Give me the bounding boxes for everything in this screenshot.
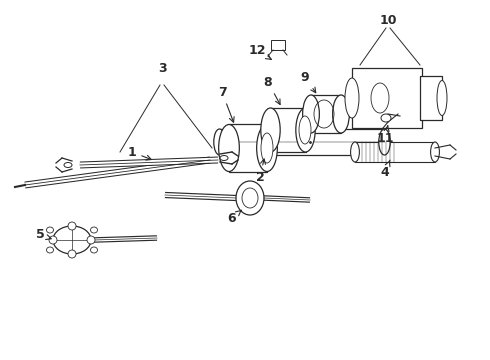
Ellipse shape xyxy=(345,78,359,118)
Text: 2: 2 xyxy=(256,159,266,184)
Ellipse shape xyxy=(261,108,280,152)
Bar xyxy=(355,142,435,162)
Ellipse shape xyxy=(91,227,98,233)
Ellipse shape xyxy=(68,222,76,230)
Ellipse shape xyxy=(303,95,319,133)
Ellipse shape xyxy=(431,142,440,162)
Ellipse shape xyxy=(437,81,447,116)
Text: 11: 11 xyxy=(376,126,394,144)
Text: 9: 9 xyxy=(301,71,316,93)
Ellipse shape xyxy=(257,125,277,171)
Ellipse shape xyxy=(299,116,311,144)
Ellipse shape xyxy=(333,95,349,133)
Text: 12: 12 xyxy=(248,44,271,59)
Ellipse shape xyxy=(219,125,239,171)
Bar xyxy=(420,76,442,120)
Ellipse shape xyxy=(68,250,76,258)
Bar xyxy=(271,40,285,50)
Ellipse shape xyxy=(53,226,91,254)
Text: 5: 5 xyxy=(36,229,51,242)
Ellipse shape xyxy=(47,247,53,253)
Ellipse shape xyxy=(91,247,98,253)
Ellipse shape xyxy=(47,227,53,233)
Ellipse shape xyxy=(296,108,315,152)
Text: 6: 6 xyxy=(228,210,242,225)
Ellipse shape xyxy=(87,236,95,244)
Ellipse shape xyxy=(242,188,258,208)
Text: 4: 4 xyxy=(381,160,390,179)
Bar xyxy=(270,108,305,152)
Ellipse shape xyxy=(381,114,391,122)
Ellipse shape xyxy=(64,162,72,167)
Text: 7: 7 xyxy=(218,85,234,122)
Ellipse shape xyxy=(351,142,359,162)
Text: 10: 10 xyxy=(379,14,397,27)
Ellipse shape xyxy=(220,156,228,161)
Ellipse shape xyxy=(214,129,225,155)
Bar xyxy=(311,95,341,133)
Bar xyxy=(229,125,267,171)
Ellipse shape xyxy=(49,236,57,244)
Ellipse shape xyxy=(379,129,390,155)
Bar xyxy=(352,68,422,128)
Ellipse shape xyxy=(371,83,389,113)
Text: 1: 1 xyxy=(127,145,151,160)
Ellipse shape xyxy=(261,133,273,163)
Text: 3: 3 xyxy=(158,62,166,75)
Ellipse shape xyxy=(236,181,264,215)
Text: 8: 8 xyxy=(264,76,280,104)
Bar xyxy=(220,129,385,155)
